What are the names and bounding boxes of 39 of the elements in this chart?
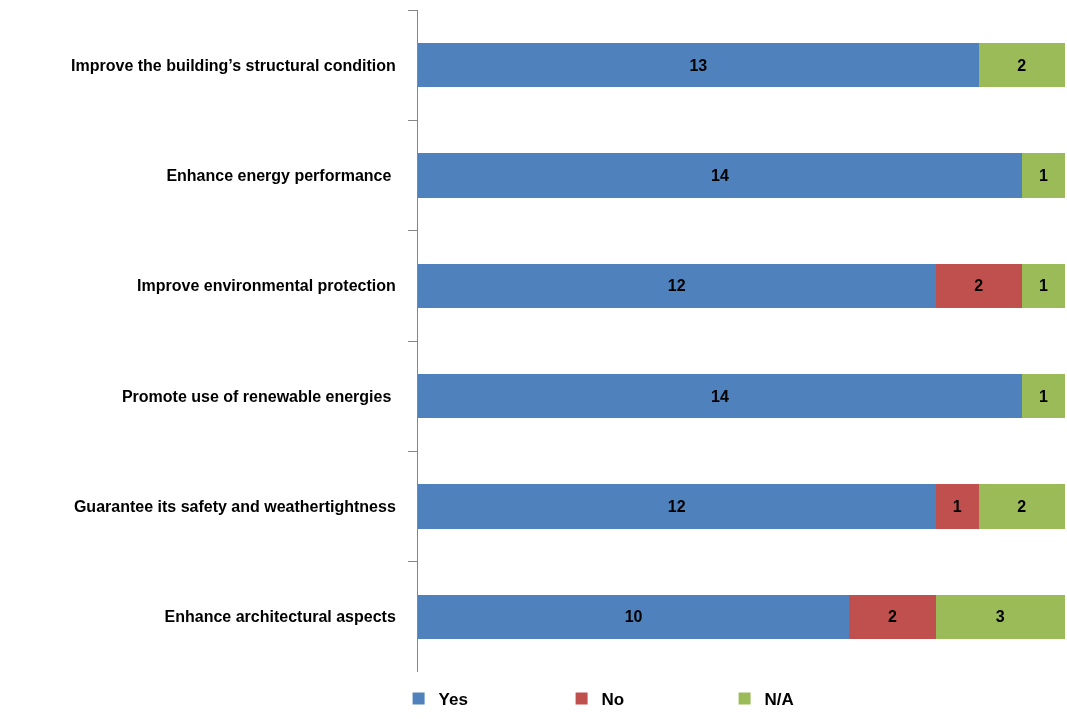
legend-label: Yes: [438, 690, 468, 710]
bar: [1021, 153, 1065, 198]
y-tick-label: Enhance architectural aspects: [164, 608, 396, 626]
bar: [418, 374, 1022, 419]
legend-label: N/A: [764, 690, 794, 710]
data-label: 1: [952, 498, 962, 515]
data-label: 12: [667, 498, 686, 515]
data-label: 2: [887, 608, 897, 626]
bar: [418, 594, 850, 639]
y-tick-label: Enhance energy performance: [166, 167, 396, 185]
data-label: 2: [1017, 56, 1027, 74]
bar: [935, 263, 1022, 308]
legend-label: No: [601, 690, 625, 710]
data-label: 10: [624, 608, 643, 626]
bar: [978, 43, 1065, 88]
y-tick-label: Improve environmental protection: [137, 277, 396, 295]
bar: [935, 594, 1065, 639]
data-label: 12: [667, 277, 686, 295]
bar: [418, 153, 1022, 198]
bar: [418, 43, 979, 88]
bar: [418, 484, 936, 529]
data-label: 14: [710, 387, 729, 405]
y-tick-label: Improve the building’s structural condition: [71, 56, 396, 74]
data-label: 1: [1038, 277, 1048, 295]
bar: [1021, 263, 1065, 308]
data-label: 1: [1038, 167, 1048, 184]
data-label: 3: [995, 608, 1005, 626]
data-label: 1: [1038, 387, 1048, 405]
data-label: 2: [1017, 498, 1027, 515]
bar: [849, 594, 936, 639]
y-tick-label: Promote use of renewable energies: [121, 387, 396, 405]
bar: [935, 484, 979, 529]
bar: [978, 484, 1065, 529]
bar: [418, 263, 936, 308]
y-tick-label: Guarantee its safety and weathertightness: [73, 498, 396, 516]
data-label: 2: [974, 277, 984, 295]
bar: [1021, 374, 1065, 419]
data-label: 13: [689, 56, 708, 74]
data-label: 14: [710, 167, 729, 184]
